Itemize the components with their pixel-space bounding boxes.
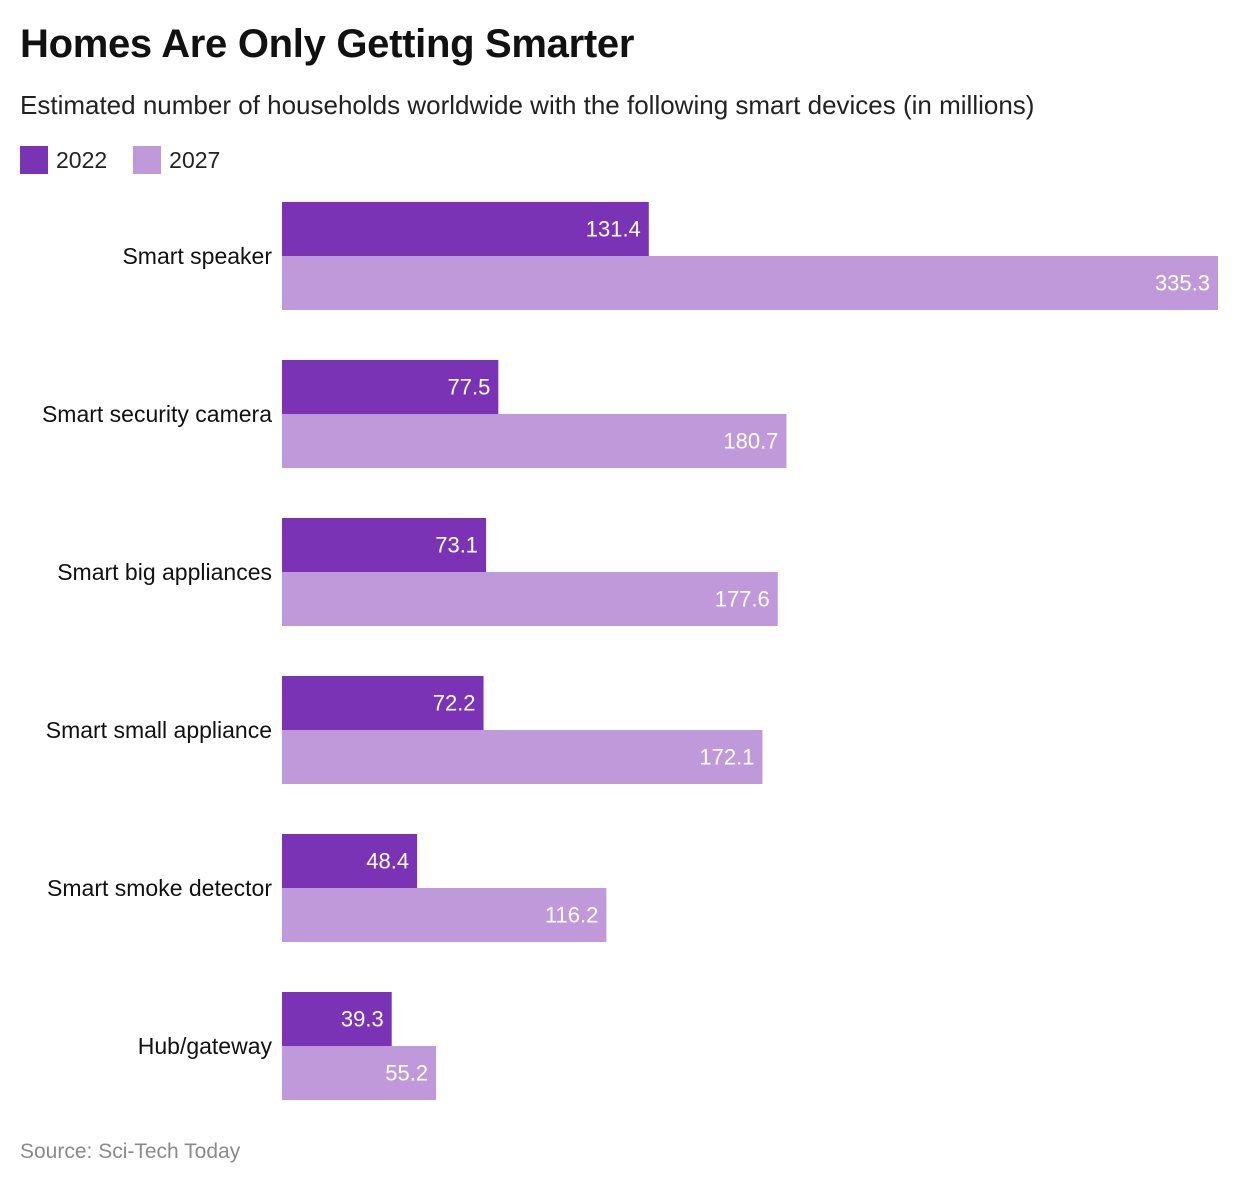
- legend-item-2022: 2022: [20, 146, 107, 174]
- bar-2022: [282, 834, 418, 888]
- bar-2027: [282, 572, 778, 626]
- bar-2022: [282, 676, 484, 730]
- legend-item-2027: 2027: [133, 146, 220, 174]
- bar-2022: [282, 360, 499, 414]
- category-label: Hub/gateway: [138, 1033, 273, 1059]
- bar-2027: [282, 256, 1218, 310]
- data-label-2027: 180.7: [723, 429, 778, 454]
- chart-subtitle: Estimated number of households worldwide…: [20, 90, 1035, 120]
- data-label-2022: 73.1: [435, 533, 478, 558]
- data-label-2022: 72.2: [433, 691, 476, 716]
- legend-swatch-2027: [133, 146, 162, 174]
- category-label: Smart big appliances: [57, 559, 272, 585]
- data-label-2022: 39.3: [341, 1007, 384, 1032]
- data-label-2027: 335.3: [1155, 271, 1210, 296]
- chart-legend: 2022 2027: [20, 146, 246, 174]
- source-note: Source: Sci-Tech Today: [20, 1140, 241, 1163]
- data-label-2027: 172.1: [699, 745, 754, 770]
- bar-2027: [282, 730, 763, 784]
- category-label: Smart speaker: [122, 243, 272, 269]
- data-label-2027: 55.2: [385, 1061, 428, 1086]
- data-label-2027: 116.2: [545, 903, 598, 928]
- data-label-2022: 131.4: [586, 217, 641, 242]
- category-label: Smart smoke detector: [47, 875, 272, 901]
- bar-2027: [282, 414, 787, 468]
- category-label: Smart security camera: [42, 401, 272, 427]
- data-label-2022: 77.5: [448, 375, 491, 400]
- legend-swatch-2022: [20, 146, 48, 174]
- bar-2027: [282, 1046, 437, 1100]
- bar-2027: [282, 888, 607, 942]
- bar-2022: [282, 202, 649, 256]
- legend-label-2022: 2022: [56, 146, 108, 173]
- bar-2022: [282, 518, 487, 572]
- data-label-2027: 177.6: [715, 587, 770, 612]
- legend-label-2027: 2027: [169, 146, 221, 173]
- category-label: Smart small appliance: [46, 717, 272, 743]
- chart-title: Homes Are Only Getting Smarter: [20, 22, 635, 66]
- bar-2022: [282, 992, 392, 1046]
- data-label-2022: 48.4: [366, 849, 409, 874]
